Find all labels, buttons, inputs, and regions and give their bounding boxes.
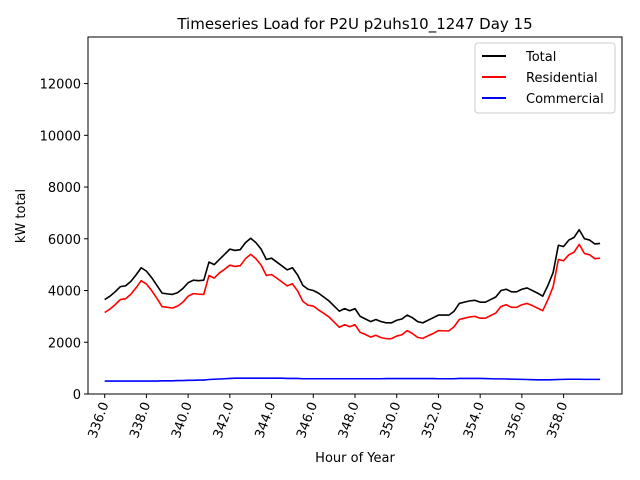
y-tick-label: 4000 [48,285,81,300]
y-tick-label: 10000 [40,129,81,144]
y-tick-label: 8000 [48,181,81,196]
chart-title: Timeseries Load for P2U p2uhs10_1247 Day… [176,15,532,34]
series-line-commercial [104,377,601,382]
y-tick-label: 12000 [40,78,81,93]
y-tick-label: 6000 [48,233,81,248]
y-tick-label: 0 [73,388,81,403]
y-axis: 0 2000 4000 6000 8000 10000 12000 [40,78,88,403]
legend-label-total: Total [525,50,556,65]
legend-box [474,42,616,114]
series-line-total [104,228,601,324]
y-tick-label: 2000 [48,336,81,351]
legend-label-commercial: Commercial [526,92,604,107]
legend: Total Residential Commercial [474,42,616,114]
x-axis-label: Hour of Year [315,451,395,466]
series-layer [104,228,601,382]
y-axis-label: kW total [14,189,29,243]
legend-label-residential: Residential [526,71,598,86]
series-line-residential [104,243,601,340]
